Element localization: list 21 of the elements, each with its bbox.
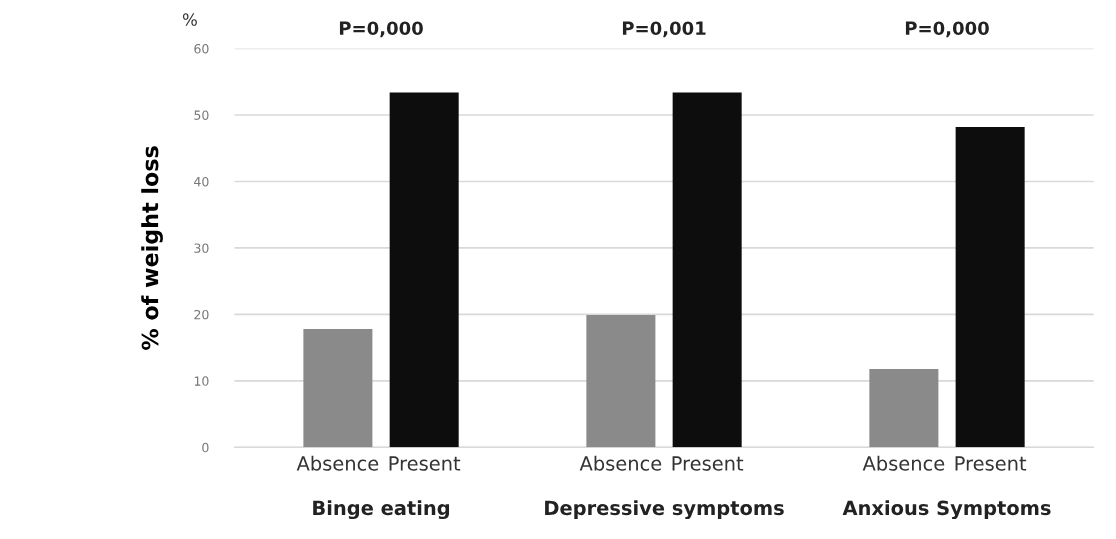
text: Depressive symptoms	[545, 500, 784, 520]
x-tick-label: Present	[389, 456, 461, 471]
y-tick-label: 20	[194, 309, 209, 320]
text: P=0,000	[339, 21, 423, 38]
text: Anxious Symptoms	[842, 500, 1051, 520]
y-axis-title: % of weight loss	[141, 146, 163, 350]
text: P=0,001	[622, 21, 706, 38]
x-tick-label: Absence	[579, 455, 662, 471]
x-tick-label: Absence	[296, 455, 379, 471]
y-tick-label: 50	[194, 110, 209, 120]
text: P=0,000	[905, 21, 989, 38]
x-tick-label: Absence	[862, 455, 945, 471]
text: %	[182, 13, 197, 26]
x-tick-label: Present	[955, 456, 1027, 471]
y-tick-label: 10	[194, 376, 209, 386]
y-tick-label: 30	[194, 243, 209, 253]
text: Binge eating	[313, 500, 450, 520]
y-tick-label: 0	[202, 442, 209, 453]
y-tick-label: 40	[194, 176, 209, 187]
x-tick-label: Present	[672, 456, 744, 471]
y-tick-label: 60	[194, 43, 209, 54]
